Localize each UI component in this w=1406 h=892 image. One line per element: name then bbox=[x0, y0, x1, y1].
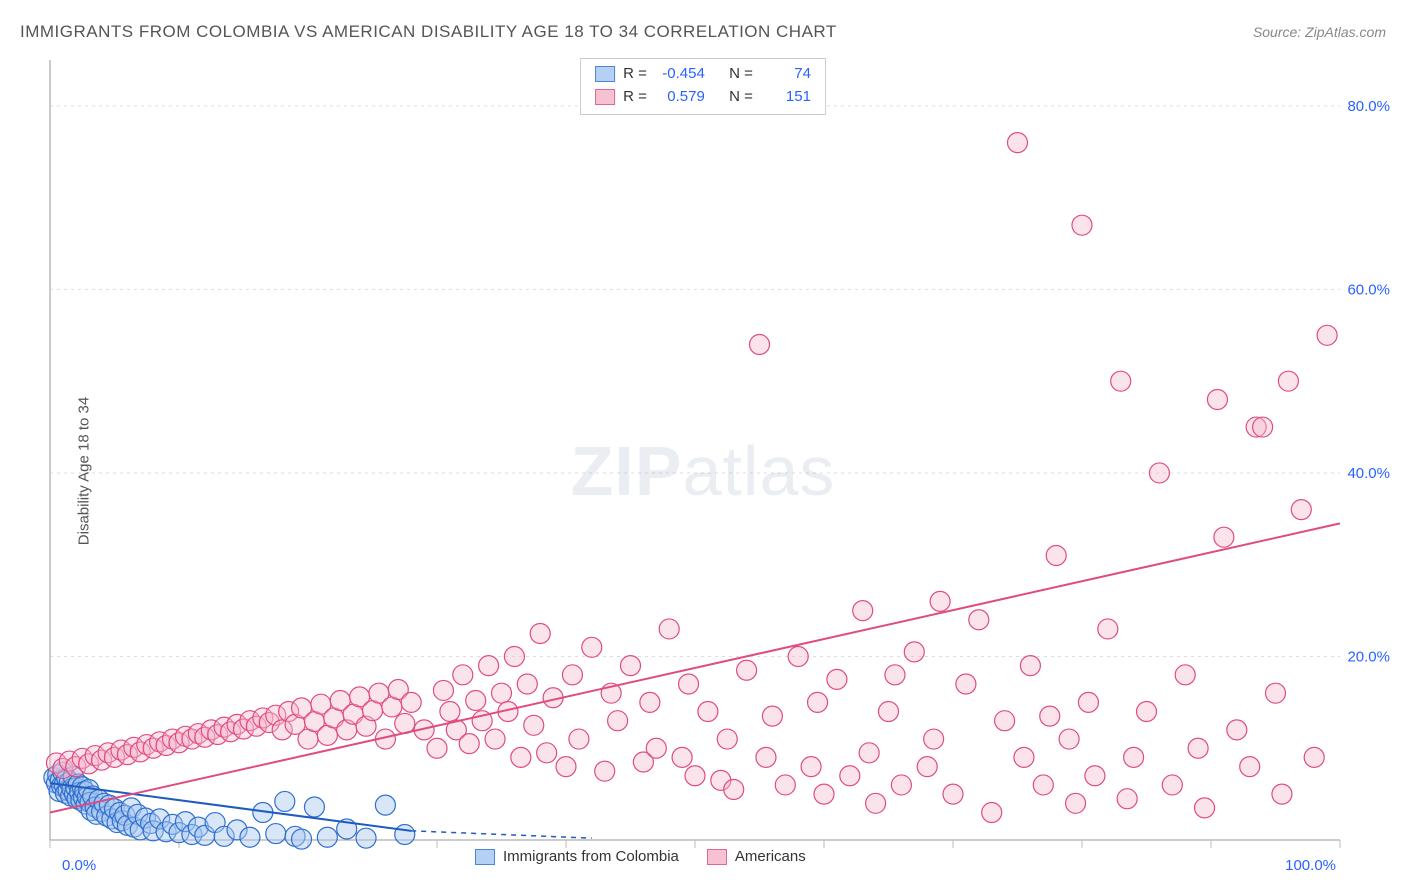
svg-text:100.0%: 100.0% bbox=[1285, 857, 1336, 874]
legend-label-1: Americans bbox=[735, 848, 806, 865]
n-label-1: N = bbox=[729, 86, 753, 109]
r-label-0: R = bbox=[623, 63, 647, 86]
source-name: ZipAtlas.com bbox=[1305, 24, 1386, 40]
correlation-stats-box: R = -0.454 N = 74 R = 0.579 N = 151 bbox=[580, 58, 826, 115]
svg-text:80.0%: 80.0% bbox=[1347, 98, 1390, 115]
scatter-chart: 20.0% 40.0% 60.0% 80.0% 0.0% 100.0% Immigrants… bbox=[0, 50, 1406, 892]
bottom-legend: Immigrants from Colombia Americans bbox=[475, 848, 975, 865]
svg-text:40.0%: 40.0% bbox=[1347, 465, 1390, 482]
swatch-series-0 bbox=[595, 66, 615, 82]
legend-swatch-1 bbox=[707, 849, 727, 865]
n-label-0: N = bbox=[729, 63, 753, 86]
r-value-1: 0.579 bbox=[655, 86, 705, 109]
swatch-series-1 bbox=[595, 89, 615, 105]
y-axis-label: Disability Age 18 to 34 bbox=[76, 397, 93, 545]
n-value-0: 74 bbox=[761, 63, 811, 86]
legend-label-0: Immigrants from Colombia bbox=[503, 848, 679, 865]
legend-item-1: Americans bbox=[707, 848, 806, 865]
legend-item-0: Immigrants from Colombia bbox=[475, 848, 679, 865]
svg-text:0.0%: 0.0% bbox=[62, 857, 96, 874]
chart-source: Source: ZipAtlas.com bbox=[1253, 24, 1386, 40]
n-value-1: 151 bbox=[761, 86, 811, 109]
stats-row-series-0: R = -0.454 N = 74 bbox=[595, 63, 811, 86]
svg-text:60.0%: 60.0% bbox=[1347, 281, 1390, 298]
svg-text:20.0%: 20.0% bbox=[1347, 648, 1390, 665]
stats-row-series-1: R = 0.579 N = 151 bbox=[595, 86, 811, 109]
legend-swatch-0 bbox=[475, 849, 495, 865]
chart-title: IMMIGRANTS FROM COLOMBIA VS AMERICAN DIS… bbox=[20, 22, 837, 42]
r-value-0: -0.454 bbox=[655, 63, 705, 86]
source-prefix: Source: bbox=[1253, 24, 1305, 40]
r-label-1: R = bbox=[623, 86, 647, 109]
